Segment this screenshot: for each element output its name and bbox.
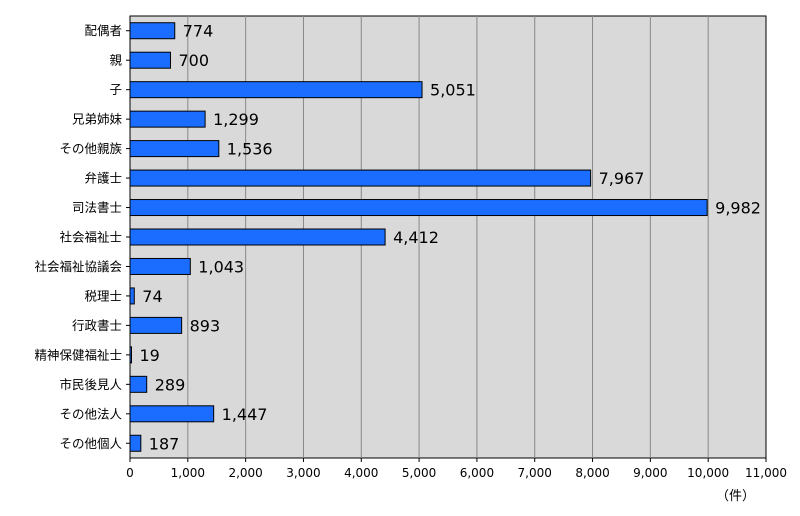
value-label: 9,982: [715, 199, 761, 218]
bar: [129, 199, 708, 217]
bar: [129, 257, 191, 275]
x-tick-label: 1,000: [171, 466, 205, 480]
x-tick-labels: 0 1,000 2,000 3,000 4,000 5,000 6,000 7,000 8,00…: [126, 458, 787, 480]
x-tick-label: 9,000: [633, 466, 667, 480]
category-label: 子: [109, 82, 122, 97]
x-tick-label: 10,000: [687, 466, 729, 480]
category-label: 市民後見人: [59, 377, 122, 392]
category-label: 配偶者: [84, 23, 122, 38]
bar: [129, 22, 176, 40]
x-axis-unit: （件）: [716, 489, 755, 504]
bar: [129, 287, 135, 305]
category-labels: 配偶者親子兄弟姉妹その他親族弁護士司法書士社会福祉士社会福祉協議会税理士行政書士…: [34, 23, 130, 451]
category-label: 弁護士: [84, 171, 122, 186]
value-label: 289: [155, 375, 186, 394]
bar: [129, 434, 142, 452]
x-tick-label: 7,000: [518, 466, 552, 480]
category-label: 司法書士: [72, 200, 122, 215]
category-label: その他個人: [59, 436, 122, 451]
bar: [129, 316, 183, 334]
x-tick-label: 2,000: [228, 466, 262, 480]
category-label: 社会福祉士: [59, 230, 122, 245]
bars: [129, 22, 708, 452]
category-label: 税理士: [84, 288, 122, 303]
value-label: 700: [178, 51, 209, 70]
value-label: 74: [142, 287, 162, 306]
category-label: 精神保健福祉士: [34, 347, 122, 362]
bar: [129, 51, 171, 69]
value-labels: 774 700 5,051 1,299 1,536 7,967 9,982 4,412 1,04…: [140, 22, 761, 454]
x-tick-label: 6,000: [460, 466, 494, 480]
category-label: その他法人: [59, 406, 122, 421]
category-label: 親: [109, 53, 122, 68]
value-label: 4,412: [393, 228, 439, 247]
x-tick-label: 3,000: [286, 466, 320, 480]
value-label: 893: [190, 316, 221, 335]
x-tick-label: 4,000: [344, 466, 378, 480]
bar: [129, 375, 148, 393]
bar: [129, 228, 386, 246]
category-label: 社会福祉協議会: [34, 259, 122, 274]
bar: [129, 169, 592, 187]
value-label: 1,299: [213, 110, 259, 129]
value-label: 774: [183, 22, 214, 41]
value-label: 5,051: [430, 81, 476, 100]
x-tick-label: 5,000: [402, 466, 436, 480]
bar: [129, 110, 206, 128]
value-label: 1,447: [222, 405, 268, 424]
value-label: 1,536: [227, 140, 273, 159]
category-label: その他親族: [59, 141, 122, 156]
category-label: 兄弟姉妹: [72, 112, 123, 127]
x-tick-label: 11,000: [745, 466, 787, 480]
x-tick-label: 0: [126, 466, 134, 480]
bar: [129, 346, 132, 364]
bar: [129, 81, 423, 99]
value-label: 19: [140, 346, 160, 365]
value-label: 7,967: [599, 169, 645, 188]
value-label: 187: [149, 434, 180, 453]
category-label: 行政書士: [72, 318, 122, 333]
bar: [129, 405, 215, 423]
value-label: 1,043: [198, 257, 244, 276]
bar: [129, 140, 220, 158]
x-tick-label: 8,000: [575, 466, 609, 480]
